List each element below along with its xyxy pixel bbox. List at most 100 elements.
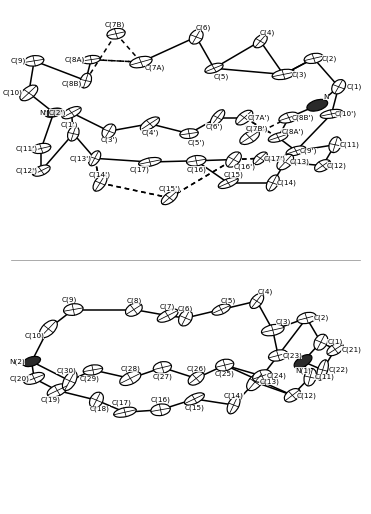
Text: C(10'): C(10'): [335, 111, 357, 117]
Ellipse shape: [272, 69, 295, 80]
Text: C(13): C(13): [289, 159, 309, 166]
Text: C(30): C(30): [56, 368, 76, 374]
Text: C(3): C(3): [276, 319, 291, 325]
Ellipse shape: [32, 165, 50, 176]
Text: C(12): C(12): [327, 162, 347, 169]
Text: C(6'): C(6'): [205, 123, 223, 130]
Ellipse shape: [20, 85, 38, 101]
Ellipse shape: [262, 324, 284, 336]
Ellipse shape: [332, 80, 346, 94]
Ellipse shape: [320, 109, 343, 118]
Text: N(1): N(1): [295, 368, 311, 374]
Text: C(1'): C(1'): [61, 122, 78, 128]
Ellipse shape: [120, 371, 141, 386]
Text: C(10): C(10): [3, 89, 23, 96]
Ellipse shape: [279, 112, 299, 123]
Text: C(8B'): C(8B'): [292, 114, 314, 121]
Ellipse shape: [297, 313, 316, 324]
Text: C(21): C(21): [341, 346, 361, 353]
Ellipse shape: [107, 28, 125, 39]
Text: C(5): C(5): [213, 74, 229, 80]
Ellipse shape: [212, 304, 230, 315]
Ellipse shape: [253, 370, 272, 382]
Text: C(8A'): C(8A'): [281, 128, 303, 135]
Ellipse shape: [304, 53, 323, 64]
Ellipse shape: [315, 160, 331, 172]
Ellipse shape: [89, 151, 101, 166]
Text: C(16): C(16): [186, 166, 206, 173]
Ellipse shape: [89, 392, 104, 408]
Text: C(9'): C(9'): [300, 148, 317, 154]
Text: C(2): C(2): [322, 55, 337, 62]
Text: C(3): C(3): [292, 71, 307, 78]
Text: C(29): C(29): [79, 376, 99, 382]
Ellipse shape: [93, 175, 107, 191]
Text: C(19): C(19): [40, 396, 60, 403]
Text: C(2'): C(2'): [49, 109, 66, 116]
Ellipse shape: [317, 360, 328, 380]
Ellipse shape: [80, 73, 92, 88]
Ellipse shape: [62, 106, 81, 119]
Ellipse shape: [286, 146, 306, 156]
Ellipse shape: [63, 304, 83, 316]
Ellipse shape: [180, 128, 198, 139]
Ellipse shape: [24, 373, 45, 384]
Text: C(4): C(4): [258, 289, 273, 296]
Text: N': N': [39, 109, 47, 116]
Text: C(17): C(17): [129, 166, 149, 173]
Ellipse shape: [253, 34, 267, 48]
Ellipse shape: [130, 57, 152, 68]
Ellipse shape: [151, 404, 170, 416]
Ellipse shape: [236, 110, 253, 125]
Text: C(15): C(15): [224, 171, 243, 177]
Text: C(14): C(14): [224, 392, 243, 398]
Text: C(8B): C(8B): [62, 80, 82, 87]
Text: C(5): C(5): [221, 297, 236, 304]
Ellipse shape: [39, 320, 58, 338]
Ellipse shape: [250, 293, 264, 308]
Ellipse shape: [83, 365, 103, 375]
Ellipse shape: [189, 30, 203, 44]
Text: C(7B): C(7B): [104, 22, 124, 28]
Ellipse shape: [161, 191, 178, 205]
Text: C(2): C(2): [313, 315, 328, 321]
Text: C(24): C(24): [266, 373, 286, 379]
Ellipse shape: [240, 130, 259, 144]
Text: C(17): C(17): [111, 399, 131, 406]
Ellipse shape: [307, 99, 328, 111]
Ellipse shape: [23, 356, 40, 366]
Ellipse shape: [184, 393, 204, 405]
Text: C(11'): C(11'): [16, 145, 38, 152]
Ellipse shape: [277, 154, 293, 170]
Text: C(23): C(23): [282, 352, 302, 359]
Ellipse shape: [187, 156, 206, 166]
Ellipse shape: [139, 157, 161, 167]
Text: C(13): C(13): [259, 379, 279, 386]
Text: C(22): C(22): [329, 366, 349, 373]
Text: C(15): C(15): [184, 405, 204, 411]
Text: C(10): C(10): [24, 332, 44, 339]
Ellipse shape: [205, 63, 223, 74]
Ellipse shape: [216, 359, 234, 371]
Text: C(4): C(4): [260, 29, 275, 35]
Text: C(27): C(27): [152, 373, 172, 380]
Ellipse shape: [227, 396, 240, 414]
Ellipse shape: [24, 56, 44, 66]
Ellipse shape: [32, 143, 51, 154]
Text: C(18): C(18): [90, 406, 110, 412]
Ellipse shape: [114, 407, 136, 417]
Ellipse shape: [269, 350, 288, 361]
Text: C(12'): C(12'): [16, 168, 38, 174]
Ellipse shape: [329, 137, 341, 153]
Ellipse shape: [102, 124, 116, 138]
Text: C(9): C(9): [10, 58, 26, 64]
Text: C(11): C(11): [315, 374, 334, 380]
Text: C(7A'): C(7A'): [247, 114, 270, 121]
Ellipse shape: [226, 152, 242, 167]
Ellipse shape: [153, 362, 171, 374]
Ellipse shape: [218, 177, 238, 189]
Ellipse shape: [284, 389, 301, 402]
Ellipse shape: [82, 56, 100, 64]
Text: C(1): C(1): [328, 339, 343, 345]
Text: N(2): N(2): [9, 358, 24, 365]
